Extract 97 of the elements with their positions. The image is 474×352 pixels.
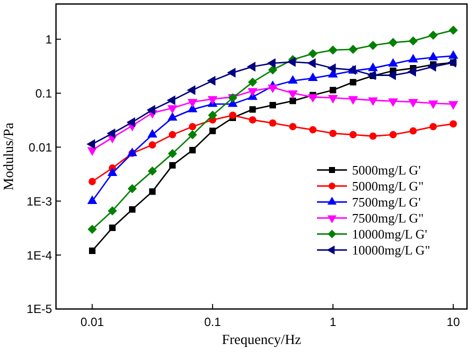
point [129, 206, 136, 213]
point [428, 30, 438, 40]
point [88, 224, 97, 234]
point [388, 98, 398, 107]
point [369, 132, 377, 140]
point [109, 224, 116, 232]
point [330, 86, 336, 94]
legend-label: 7500mg/L G' [352, 194, 421, 210]
point [229, 112, 236, 119]
point [148, 141, 156, 149]
point [88, 248, 96, 254]
point [147, 129, 158, 138]
point [86, 139, 96, 149]
point [188, 122, 196, 130]
point [309, 126, 317, 134]
point [350, 78, 356, 86]
point [106, 128, 116, 138]
y-tick-label: 0.01 [28, 140, 52, 154]
point [428, 52, 438, 60]
point [149, 188, 156, 195]
point [249, 106, 256, 113]
point [88, 178, 96, 186]
point [329, 130, 337, 138]
point [289, 122, 296, 130]
point [148, 166, 157, 176]
y-tick-label: 1 [45, 32, 52, 46]
point [387, 70, 396, 80]
point [146, 104, 156, 115]
y-tick-label: 0.1 [35, 86, 52, 100]
point [428, 62, 436, 72]
y-tick-label: 1E-4 [26, 248, 52, 262]
point [388, 38, 398, 48]
point [308, 49, 318, 58]
point [169, 162, 176, 169]
point [409, 127, 417, 135]
point [268, 65, 278, 75]
point [168, 148, 178, 158]
point [208, 110, 218, 120]
point [287, 56, 296, 67]
point [227, 68, 236, 78]
legend-label: 7500mg/L G" [352, 210, 424, 226]
point [248, 78, 258, 87]
point [209, 128, 216, 134]
point [128, 184, 137, 194]
point [448, 50, 458, 59]
point [189, 146, 196, 154]
y-tick-label: 1E-5 [26, 302, 52, 316]
x-axis-title: Frequency/Hz [222, 333, 302, 348]
x-tick-label: 10 [446, 315, 460, 329]
point [206, 76, 216, 86]
point [368, 40, 378, 50]
point [290, 98, 296, 104]
point [367, 70, 376, 80]
point [269, 119, 276, 127]
point [87, 147, 98, 156]
point [248, 116, 256, 124]
point [308, 94, 318, 103]
point [448, 101, 458, 110]
x-tick-label: 0.1 [204, 315, 222, 329]
legend-label: 5000mg/L G" [352, 178, 424, 194]
point [428, 100, 438, 109]
point [108, 206, 117, 216]
point [246, 62, 256, 72]
point [407, 66, 416, 77]
point [389, 131, 397, 138]
point [349, 131, 357, 138]
point [288, 75, 298, 84]
point [448, 58, 456, 68]
point [430, 122, 437, 130]
point [448, 26, 458, 35]
x-tick-label: 0.01 [80, 315, 104, 329]
point [408, 36, 418, 46]
point [288, 90, 298, 99]
point [269, 102, 276, 108]
point [126, 117, 136, 128]
point [328, 45, 338, 55]
y-axis-title: Modulus/Pa [2, 122, 17, 190]
x-tick-label: 1 [330, 315, 337, 329]
point [168, 105, 178, 114]
legend-label: 10000mg/L G' [352, 226, 428, 242]
point [307, 58, 316, 68]
point [348, 96, 358, 105]
point [388, 58, 398, 67]
point [450, 120, 457, 128]
point [368, 62, 378, 72]
point [168, 112, 178, 121]
y-tick-label: 1E-3 [26, 194, 52, 208]
point [168, 131, 176, 138]
point [186, 85, 196, 96]
point [368, 97, 378, 106]
point [166, 95, 176, 106]
legend-label: 10000mg/L G" [352, 242, 430, 258]
point [327, 63, 336, 74]
legend-label: 5000mg/L G' [352, 162, 421, 178]
point [348, 44, 358, 54]
point [267, 58, 276, 68]
point [188, 130, 198, 140]
